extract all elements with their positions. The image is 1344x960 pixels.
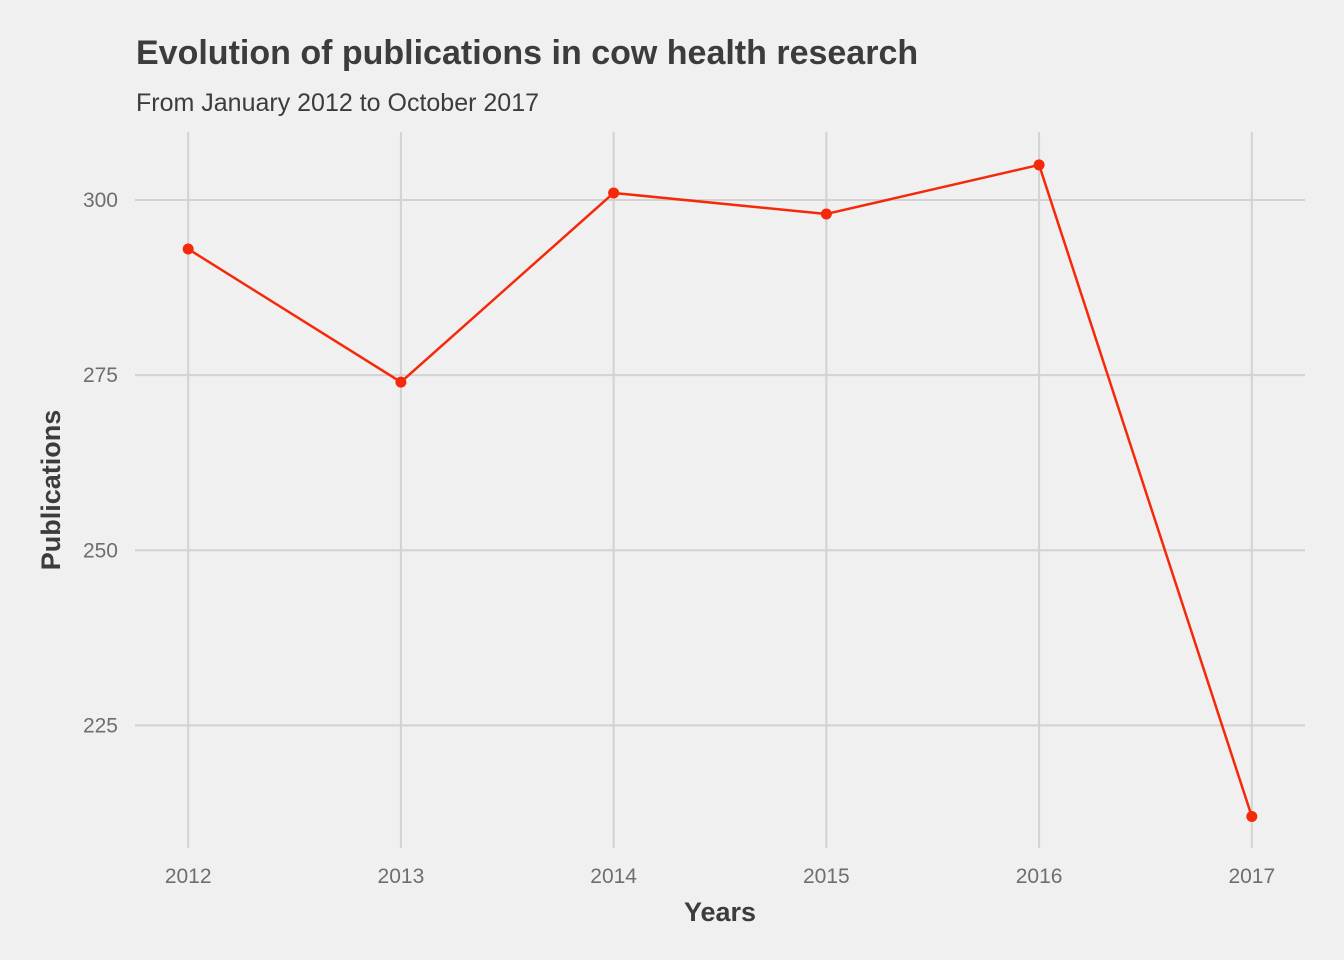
y-axis-title: Publications bbox=[36, 410, 66, 571]
chart-subtitle: From January 2012 to October 2017 bbox=[136, 89, 539, 117]
data-point bbox=[182, 243, 194, 255]
y-tick-label: 250 bbox=[83, 539, 118, 562]
data-point bbox=[820, 208, 832, 220]
x-tick-labels: 2012 2013 2014 2015 2016 2017 bbox=[165, 865, 1275, 888]
data-series bbox=[182, 159, 1258, 822]
x-tick-label: 2012 bbox=[165, 865, 212, 888]
y-tick-label: 300 bbox=[83, 189, 118, 212]
x-tick-label: 2014 bbox=[590, 865, 637, 888]
data-point bbox=[395, 376, 407, 388]
chart-title: Evolution of publications in cow health … bbox=[136, 34, 918, 72]
gridlines bbox=[135, 132, 1305, 848]
x-tick-label: 2017 bbox=[1228, 865, 1275, 888]
x-tick-label: 2016 bbox=[1016, 865, 1063, 888]
x-tick-label: 2015 bbox=[803, 865, 850, 888]
data-point bbox=[1033, 159, 1045, 171]
y-tick-label: 275 bbox=[83, 364, 118, 387]
y-tick-labels: 225 250 275 300 bbox=[83, 189, 118, 737]
y-tick-label: 225 bbox=[83, 714, 118, 737]
data-point bbox=[1246, 810, 1258, 822]
series-line bbox=[187, 163, 1254, 817]
x-tick-label: 2013 bbox=[378, 865, 425, 888]
data-point bbox=[608, 187, 620, 199]
x-axis-title: Years bbox=[684, 897, 756, 927]
